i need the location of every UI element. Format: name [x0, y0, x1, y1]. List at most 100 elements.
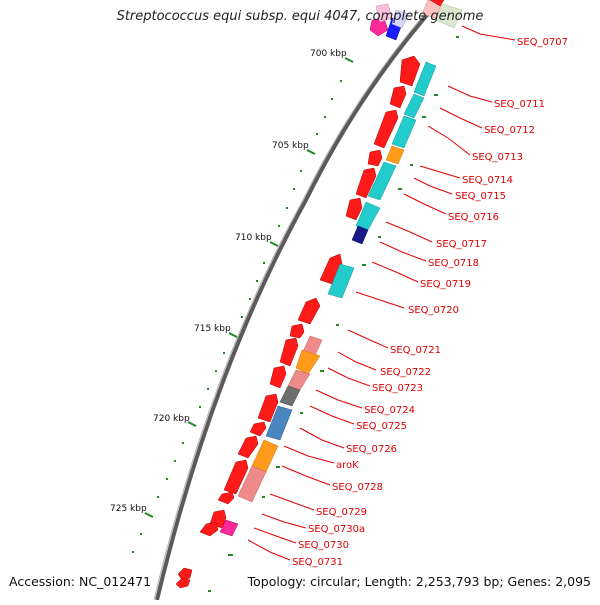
gene-label[interactable]: SEQ_0714	[462, 175, 513, 186]
label-leader	[269, 493, 315, 511]
gene-cog-box[interactable]	[385, 145, 405, 165]
gene-label[interactable]: SEQ_0712	[484, 125, 535, 136]
ruler-label-720: 720 kbp	[153, 414, 190, 424]
gene-labels: SEQ_0707 SEQ_0711 SEQ_0712 SEQ_0713 SEQ_…	[292, 37, 568, 568]
gene-cog-box[interactable]	[295, 349, 321, 375]
minor-tick	[174, 460, 176, 462]
strand-mark	[132, 551, 134, 553]
gene-label[interactable]: SEQ_0730	[298, 540, 349, 551]
gene-arrow[interactable]	[257, 393, 279, 423]
gene-cog-box[interactable]	[403, 93, 425, 119]
gene-arrow[interactable]	[217, 491, 235, 505]
gene-cog-box[interactable]	[413, 61, 437, 97]
gene-cog-box[interactable]	[219, 519, 239, 537]
gene-label[interactable]: SEQ_0731	[292, 557, 343, 568]
gene-label[interactable]: SEQ_0730a	[308, 524, 365, 535]
minor-tick	[293, 188, 295, 190]
gene-label[interactable]: aroK	[336, 460, 359, 471]
minor-tick	[316, 133, 318, 135]
gene-label[interactable]: SEQ_0711	[494, 99, 545, 110]
minor-tick	[300, 170, 302, 172]
gene-cog-box[interactable]	[351, 225, 369, 245]
gene-arrow[interactable]	[289, 323, 305, 339]
label-leader	[283, 445, 335, 464]
label-leader	[355, 291, 405, 309]
label-leader	[403, 193, 447, 215]
gene-label[interactable]: SEQ_0729	[316, 507, 367, 518]
ruler-label-715: 715 kbp	[194, 324, 231, 334]
ruler: 700 kbp 705 kbp 710 kbp 715 kbp 720 kbp …	[110, 49, 354, 518]
gene-cog-box[interactable]	[327, 263, 355, 299]
minor-tick	[166, 478, 168, 480]
label-leader	[413, 177, 453, 195]
minor-tick	[331, 98, 333, 100]
minor-tick	[140, 533, 142, 535]
gene-arrow[interactable]	[199, 521, 219, 537]
minor-tick	[223, 352, 225, 354]
ruler-tick	[144, 512, 154, 518]
label-leader	[253, 527, 297, 544]
label-leader	[281, 465, 331, 486]
strand-mark	[410, 164, 413, 166]
gene-label[interactable]: SEQ_0707	[517, 37, 568, 48]
gene-label[interactable]: SEQ_0725	[356, 421, 407, 432]
gene-label[interactable]: SEQ_0722	[380, 367, 431, 378]
gene-arrow[interactable]	[249, 421, 267, 437]
genome-summary-text: Topology: circular; Length: 2,253,793 bp…	[247, 574, 591, 589]
label-leader	[461, 25, 516, 41]
label-leaders	[247, 25, 516, 561]
gene-label[interactable]: SEQ_0715	[455, 191, 506, 202]
gene-arrow[interactable]	[345, 197, 363, 221]
gene-arrow[interactable]	[237, 435, 259, 459]
minor-tick	[249, 298, 251, 300]
gene-cog-box[interactable]	[391, 9, 409, 29]
strand-mark	[336, 324, 339, 326]
gene-cog-box[interactable]	[265, 405, 293, 441]
label-leader	[439, 107, 483, 129]
gene-arrow[interactable]	[279, 337, 299, 367]
minor-tick	[215, 370, 217, 372]
gene-label[interactable]: SEQ_0713	[472, 152, 523, 163]
gene-arrow[interactable]	[355, 167, 377, 199]
gene-label[interactable]: SEQ_0726	[346, 444, 397, 455]
gene-arrow[interactable]	[429, 0, 445, 7]
gene-cog-box[interactable]	[279, 385, 301, 407]
label-leader	[327, 367, 371, 387]
gene-label[interactable]: SEQ_0728	[332, 482, 383, 493]
strand-mark	[456, 36, 459, 38]
strand-mark	[434, 94, 438, 96]
gene-label[interactable]: SEQ_0720	[408, 305, 459, 316]
gene-arrow[interactable]	[175, 577, 191, 589]
strand-mark	[422, 116, 426, 118]
minor-tick	[157, 496, 159, 498]
label-leader	[371, 261, 419, 283]
gene-label[interactable]: SEQ_0719	[420, 279, 471, 290]
strand-mark	[208, 590, 211, 592]
gene-arrow[interactable]	[269, 365, 287, 389]
gene-arrow[interactable]	[297, 297, 321, 325]
gene-cog-box[interactable]	[237, 465, 267, 503]
gene-cog-box[interactable]	[367, 161, 397, 201]
minor-tick	[324, 116, 326, 118]
gene-label[interactable]: SEQ_0724	[364, 405, 415, 416]
gene-label[interactable]: SEQ_0721	[390, 345, 441, 356]
gene-arrow[interactable]	[373, 109, 399, 149]
gene-label[interactable]: SEQ_0716	[448, 212, 499, 223]
label-leader	[385, 221, 433, 243]
gene-arrow[interactable]	[223, 459, 249, 495]
gene-label[interactable]: SEQ_0723	[372, 383, 423, 394]
gene-arrow[interactable]	[367, 149, 383, 167]
gene-arrow[interactable]	[389, 85, 407, 109]
strand-mark	[320, 370, 324, 372]
gene-cog-box[interactable]	[391, 115, 417, 149]
gene-label[interactable]: SEQ_0718	[428, 258, 479, 269]
gene-arrow[interactable]	[399, 55, 421, 87]
gene-cog-box[interactable]	[435, 3, 463, 29]
gene-label[interactable]: SEQ_0717	[436, 239, 487, 250]
ruler-tick	[344, 57, 354, 63]
label-leader	[427, 125, 471, 156]
label-leader	[447, 85, 493, 103]
gene-arrow[interactable]	[177, 567, 193, 581]
genome-backbone	[155, 0, 442, 601]
